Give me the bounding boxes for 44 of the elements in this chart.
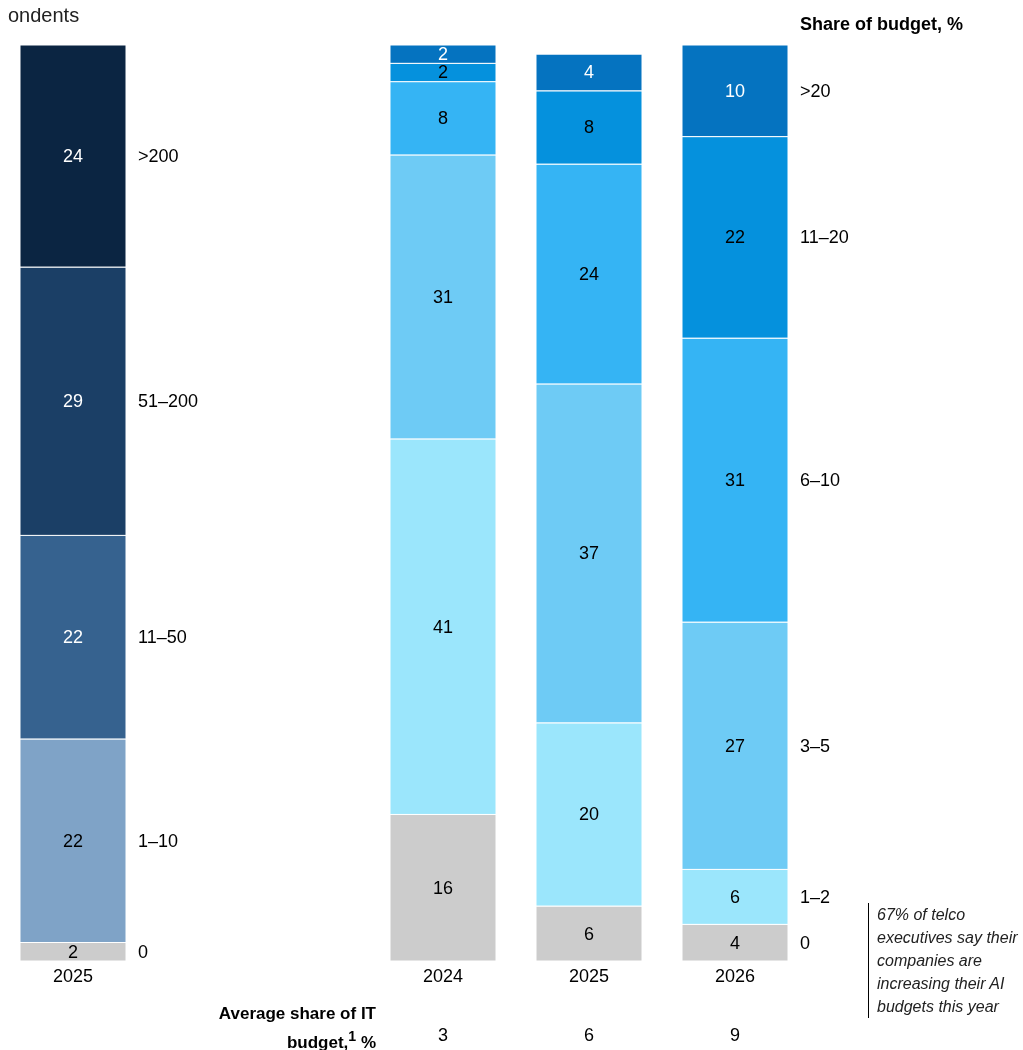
data-label: 6 [729, 886, 741, 907]
x-tick-label: 2025 [52, 965, 94, 986]
text: 3 [437, 1025, 449, 1046]
data-label: 22 [724, 227, 746, 248]
series-label: 3–5 [800, 735, 831, 756]
data-label: 27 [724, 735, 746, 756]
data-label: 31 [432, 286, 454, 307]
data-label: 4 [729, 932, 741, 953]
text: 67% of telco executives say their companies are increasing their AI budgets this year [868, 903, 1020, 1018]
data-label: 22 [62, 830, 84, 851]
data-label: 2 [437, 44, 449, 65]
data-label: 2 [437, 62, 449, 83]
data-label: 31 [724, 470, 746, 491]
data-label: 10 [724, 80, 746, 101]
text: 9 [729, 1025, 741, 1046]
data-label: 29 [62, 391, 84, 412]
data-label: 8 [437, 108, 449, 129]
data-label: 8 [583, 117, 595, 138]
series-label: 51–200 [138, 391, 199, 412]
data-label: 20 [578, 804, 600, 825]
chart-title: ondents [8, 7, 80, 27]
series-label: 0 [800, 932, 811, 953]
series-label: 6–10 [800, 470, 841, 491]
series-label: 0 [138, 941, 149, 962]
series-label: >20 [800, 80, 831, 101]
series-label: 1–10 [138, 830, 179, 851]
data-label: 41 [432, 616, 454, 637]
x-tick-label: 2024 [422, 965, 464, 986]
data-label: 16 [432, 877, 454, 898]
data-label: 2 [67, 941, 79, 962]
data-label: 6 [583, 923, 595, 944]
series-label: 11–20 [800, 227, 849, 248]
x-tick-label: 2026 [714, 965, 756, 986]
series-label: >200 [138, 146, 179, 167]
data-label: 37 [578, 543, 600, 564]
data-label: 24 [578, 264, 600, 284]
legend-title: Share of budget, % [800, 14, 964, 35]
series-label: 1–2 [800, 886, 831, 907]
data-label: 24 [62, 146, 84, 167]
data-label: 22 [62, 627, 84, 648]
x-tick-label: 2025 [568, 965, 610, 986]
text: 6 [583, 1025, 595, 1046]
data-label: 4 [583, 62, 595, 83]
series-label: 11–50 [138, 627, 187, 648]
